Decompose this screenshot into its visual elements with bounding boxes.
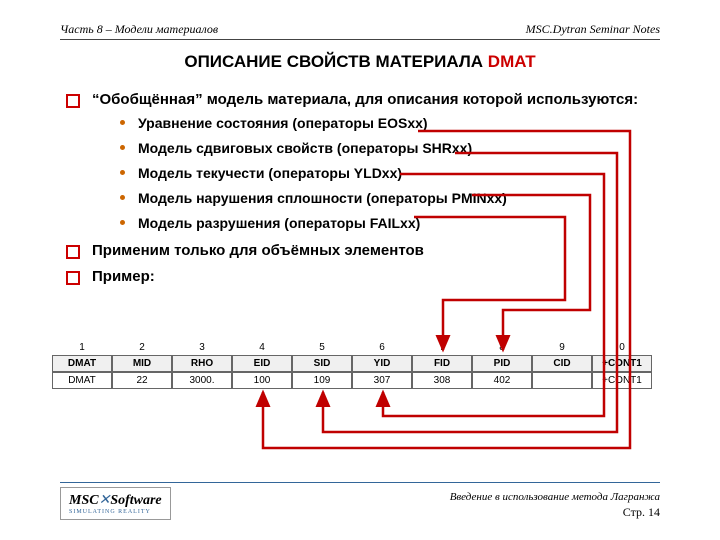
logo-side: Software <box>110 493 161 508</box>
th: MID <box>112 355 172 372</box>
footer-rule <box>60 482 660 483</box>
sub-bullet-2: Модель сдвиговых свойств (операторы SHRx… <box>120 139 680 158</box>
td: 109 <box>292 372 352 389</box>
pager: Введение в использование метода Лагранжа… <box>450 491 660 520</box>
th: SID <box>292 355 352 372</box>
td: 402 <box>472 372 532 389</box>
page-title: ОПИСАНИЕ СВОЙСТВ МАТЕРИАЛА DMAT <box>0 52 720 72</box>
sub-bullet-1: Уравнение состояния (операторы EOSxx) <box>120 114 680 133</box>
colnum: 3 <box>172 340 232 355</box>
table-colnums: 1 2 3 4 5 6 7 8 9 0 <box>52 340 652 355</box>
colnum: 5 <box>292 340 352 355</box>
th: EID <box>232 355 292 372</box>
td: 3000. <box>172 372 232 389</box>
content: “Обобщённая” модель материала, для описа… <box>62 90 680 293</box>
td <box>532 372 592 389</box>
sub-bullet-5: Модель разрушения (операторы FAILxx) <box>120 214 680 233</box>
th: RHO <box>172 355 232 372</box>
table-row: DMAT 22 3000. 100 109 307 308 402 +CONT1 <box>52 372 652 389</box>
title-accent: DMAT <box>488 52 536 71</box>
bullet-1: “Обобщённая” модель материала, для описа… <box>62 90 680 233</box>
td: 308 <box>412 372 472 389</box>
colnum: 2 <box>112 340 172 355</box>
th: CID <box>532 355 592 372</box>
th: YID <box>352 355 412 372</box>
title-main: ОПИСАНИЕ СВОЙСТВ МАТЕРИАЛА <box>184 52 487 71</box>
footer: MSC✕Software SIMULATING REALITY Введение… <box>60 482 660 520</box>
th: PID <box>472 355 532 372</box>
footer-page: Стр. 14 <box>623 505 660 519</box>
logo-sub: SIMULATING REALITY <box>69 509 162 515</box>
colnum: 1 <box>52 340 112 355</box>
td: 307 <box>352 372 412 389</box>
colnum: 7 <box>412 340 472 355</box>
bullet-3: Пример: <box>62 267 680 287</box>
sub-bullet-3: Модель текучести (операторы YLDxx) <box>120 164 680 183</box>
td: 100 <box>232 372 292 389</box>
bullet-1-text: “Обобщённая” модель материала, для описа… <box>92 91 638 108</box>
page-header: Часть 8 – Модели материалов MSC.Dytran S… <box>60 22 660 40</box>
td: +CONT1 <box>592 372 652 389</box>
th: +CONT1 <box>592 355 652 372</box>
footer-intro: Введение в использование метода Лагранжа <box>450 491 660 503</box>
header-left: Часть 8 – Модели материалов <box>60 22 218 37</box>
header-right: MSC.Dytran Seminar Notes <box>526 22 660 37</box>
example-table: 1 2 3 4 5 6 7 8 9 0 DMAT MID RHO EID SID… <box>52 340 652 389</box>
td: 22 <box>112 372 172 389</box>
colnum: 8 <box>472 340 532 355</box>
table-headers: DMAT MID RHO EID SID YID FID PID CID +CO… <box>52 355 652 372</box>
bullet-2: Применим только для объёмных элементов <box>62 241 680 261</box>
sub-bullet-4: Модель нарушения сплошности (операторы P… <box>120 189 680 208</box>
colnum: 0 <box>592 340 652 355</box>
colnum: 6 <box>352 340 412 355</box>
colnum: 9 <box>532 340 592 355</box>
logo-main: MSC <box>69 493 99 508</box>
th: FID <box>412 355 472 372</box>
th: DMAT <box>52 355 112 372</box>
msc-logo: MSC✕Software SIMULATING REALITY <box>60 487 171 520</box>
colnum: 4 <box>232 340 292 355</box>
td: DMAT <box>52 372 112 389</box>
